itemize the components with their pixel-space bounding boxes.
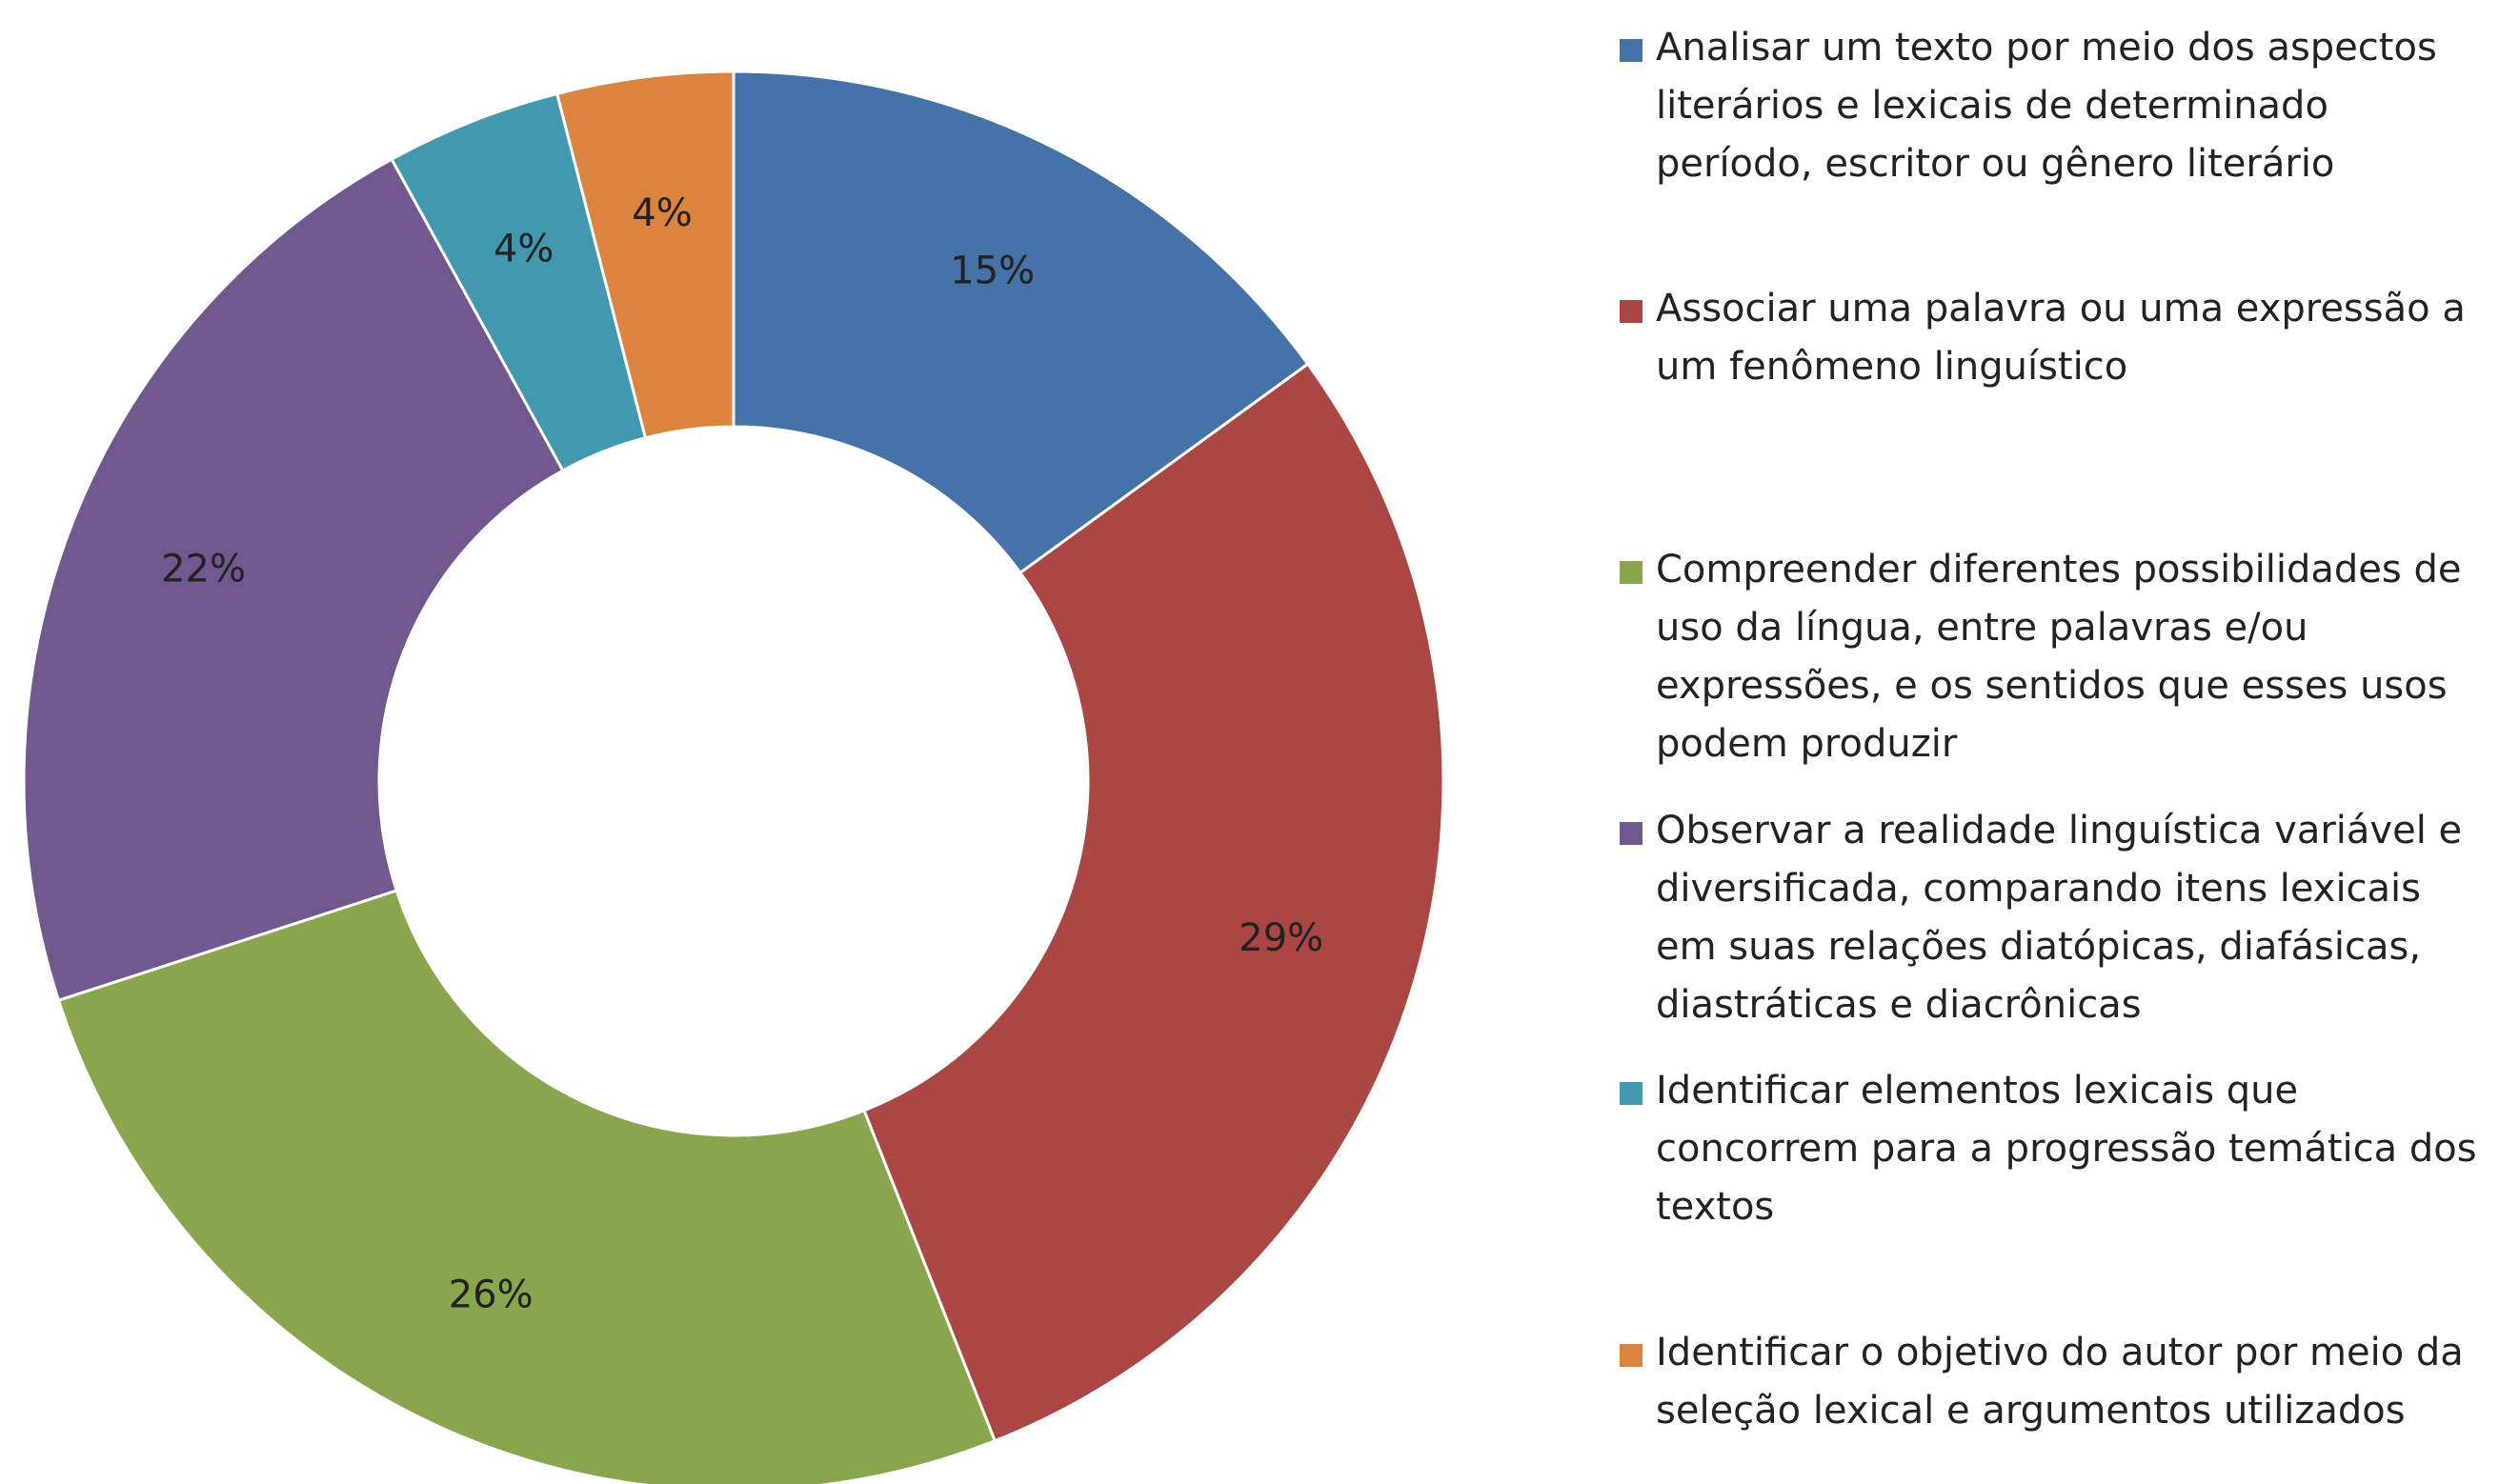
legend-item: Associar uma palavra ou uma expressão a … [1620, 280, 2496, 396]
donut-slice [554, 70, 736, 440]
legend-swatch [1620, 300, 1642, 323]
donut-slice [732, 70, 1310, 575]
legend-label: Associar uma palavra ou uma expressão a … [1656, 287, 2466, 389]
legend-item: Identificar o objetivo do autor por meio… [1620, 1324, 2496, 1440]
legend-label: Observar a realidade linguística variáve… [1656, 809, 2463, 1027]
data-label: 15% [950, 250, 1035, 293]
legend-item: Analisar um texto por meio dos aspectos … [1620, 19, 2496, 193]
legend-swatch [1620, 1344, 1642, 1367]
legend-item: Compreender diferentes possibilidades de… [1620, 541, 2496, 773]
donut-slice [22, 157, 565, 1003]
legend-swatch [1620, 822, 1642, 845]
legend-item: Identificar elementos lexicais que conco… [1620, 1062, 2496, 1236]
donut-slice [861, 362, 1445, 1443]
data-label: 26% [449, 1273, 534, 1317]
legend-label: Identificar elementos lexicais que conco… [1656, 1069, 2477, 1229]
donut-chart: 15% 29% 26% 22% 4% 4% [22, 70, 1445, 1484]
legend-item: Observar a realidade linguística variáve… [1620, 802, 2496, 1034]
legend-label: Compreender diferentes possibilidades de… [1656, 548, 2462, 766]
legend-swatch [1620, 1082, 1642, 1105]
legend-swatch [1620, 39, 1642, 62]
legend-swatch [1620, 561, 1642, 584]
data-label: 4% [632, 191, 692, 235]
data-label: 29% [1239, 916, 1323, 960]
legend-label: Identificar o objetivo do autor por meio… [1656, 1331, 2464, 1433]
data-label: 4% [494, 228, 554, 271]
legend-label: Analisar um texto por meio dos aspectos … [1656, 26, 2437, 186]
donut-slice [56, 889, 998, 1484]
data-label: 22% [161, 548, 246, 592]
